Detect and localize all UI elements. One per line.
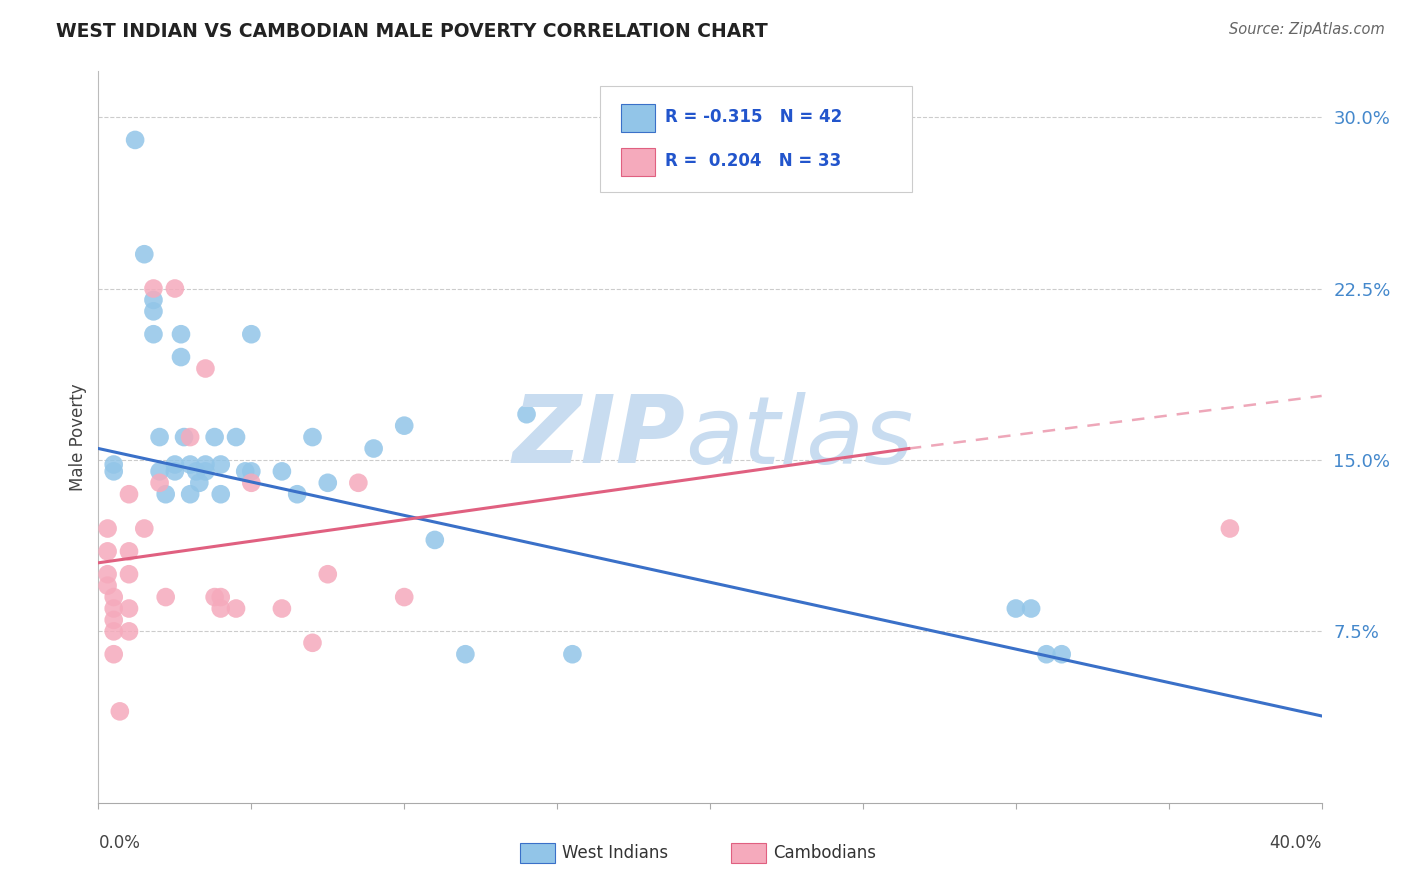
Point bbox=[209, 458, 232, 472]
Text: 0.0%: 0.0% bbox=[98, 834, 141, 852]
Point bbox=[363, 442, 385, 456]
Point bbox=[270, 464, 292, 478]
Text: Source: ZipAtlas.com: Source: ZipAtlas.com bbox=[1229, 22, 1385, 37]
Point bbox=[124, 133, 146, 147]
Point bbox=[118, 567, 141, 582]
Point bbox=[149, 475, 172, 490]
Point bbox=[103, 601, 125, 615]
Point bbox=[170, 350, 193, 364]
Point bbox=[347, 475, 370, 490]
Point bbox=[1004, 601, 1026, 615]
Point bbox=[316, 475, 339, 490]
Point bbox=[179, 430, 201, 444]
Text: WEST INDIAN VS CAMBODIAN MALE POVERTY CORRELATION CHART: WEST INDIAN VS CAMBODIAN MALE POVERTY CO… bbox=[56, 22, 768, 41]
Point bbox=[316, 567, 339, 582]
Point bbox=[142, 281, 165, 295]
Point bbox=[209, 601, 232, 615]
Point bbox=[142, 327, 165, 342]
Point bbox=[209, 487, 232, 501]
Point bbox=[194, 458, 217, 472]
Point bbox=[97, 579, 120, 593]
Point bbox=[179, 458, 201, 472]
Point bbox=[188, 475, 211, 490]
Point bbox=[118, 544, 141, 558]
Point bbox=[1035, 647, 1057, 661]
Point bbox=[134, 521, 156, 535]
Text: 40.0%: 40.0% bbox=[1270, 834, 1322, 852]
Point bbox=[108, 705, 131, 719]
Point bbox=[173, 430, 195, 444]
Point bbox=[561, 647, 583, 661]
Point bbox=[1050, 647, 1073, 661]
Point bbox=[97, 567, 120, 582]
Point bbox=[225, 430, 247, 444]
Text: ZIP: ZIP bbox=[513, 391, 686, 483]
Point bbox=[225, 601, 247, 615]
Point bbox=[149, 464, 172, 478]
Point bbox=[118, 487, 141, 501]
Point bbox=[186, 464, 208, 478]
Point bbox=[103, 458, 125, 472]
Point bbox=[118, 601, 141, 615]
Text: West Indians: West Indians bbox=[562, 844, 668, 862]
Point bbox=[233, 464, 256, 478]
Point bbox=[142, 304, 165, 318]
FancyBboxPatch shape bbox=[600, 86, 912, 192]
Point bbox=[240, 327, 263, 342]
Point bbox=[179, 487, 201, 501]
Point bbox=[516, 407, 538, 421]
Point bbox=[270, 601, 292, 615]
FancyBboxPatch shape bbox=[620, 104, 655, 132]
Point bbox=[103, 464, 125, 478]
Point bbox=[155, 590, 177, 604]
Point bbox=[194, 464, 217, 478]
Point bbox=[163, 281, 186, 295]
Point bbox=[423, 533, 446, 547]
Point bbox=[97, 521, 120, 535]
Point bbox=[103, 590, 125, 604]
Point bbox=[204, 590, 226, 604]
Point bbox=[392, 590, 416, 604]
Point bbox=[103, 624, 125, 639]
FancyBboxPatch shape bbox=[620, 148, 655, 176]
Point bbox=[170, 327, 193, 342]
Point bbox=[301, 636, 323, 650]
Point bbox=[103, 613, 125, 627]
Point bbox=[149, 430, 172, 444]
Point bbox=[163, 464, 186, 478]
Point bbox=[142, 293, 165, 307]
Point bbox=[285, 487, 308, 501]
Text: R =  0.204   N = 33: R = 0.204 N = 33 bbox=[665, 153, 841, 170]
Point bbox=[454, 647, 477, 661]
Point bbox=[103, 647, 125, 661]
Point bbox=[209, 590, 232, 604]
Point bbox=[392, 418, 416, 433]
Point bbox=[240, 464, 263, 478]
Point bbox=[301, 430, 323, 444]
Point bbox=[155, 487, 177, 501]
Point bbox=[204, 430, 226, 444]
Text: R = -0.315   N = 42: R = -0.315 N = 42 bbox=[665, 109, 842, 127]
Point bbox=[163, 458, 186, 472]
Point bbox=[194, 361, 217, 376]
Point bbox=[1219, 521, 1241, 535]
Point bbox=[1019, 601, 1042, 615]
Point bbox=[134, 247, 156, 261]
Text: Cambodians: Cambodians bbox=[773, 844, 876, 862]
Point bbox=[97, 544, 120, 558]
Point bbox=[240, 475, 263, 490]
Point bbox=[118, 624, 141, 639]
Text: atlas: atlas bbox=[686, 392, 914, 483]
Y-axis label: Male Poverty: Male Poverty bbox=[69, 384, 87, 491]
